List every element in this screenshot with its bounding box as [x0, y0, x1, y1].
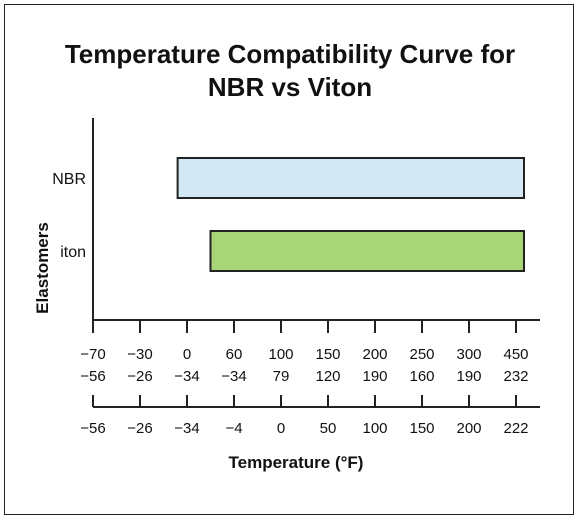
- tick-label-row1-1: −30: [127, 346, 152, 363]
- tick-label-row3-2: −34: [174, 420, 199, 437]
- tick-label-row1-7: 250: [409, 346, 434, 363]
- tick-label-row3-5: 50: [320, 420, 337, 437]
- tick-label-row3-9: 222: [503, 420, 528, 437]
- tick-label-row3-3: −4: [225, 420, 242, 437]
- tick-label-row2-8: 190: [456, 368, 481, 385]
- y-axis-title: Elastomers: [33, 222, 52, 314]
- tick-label-row2-3: −34: [221, 368, 246, 385]
- category-label-1: iton: [60, 244, 86, 261]
- x-axis-title: Temperature (°F): [229, 453, 364, 472]
- tick-label-row3-7: 150: [409, 420, 434, 437]
- tick-label-row1-2: 0: [183, 346, 191, 363]
- tick-label-row3-6: 100: [362, 420, 387, 437]
- tick-label-row3-0: −56: [80, 420, 105, 437]
- tick-label-row2-2: −34: [174, 368, 199, 385]
- category-labels: NBR iton: [52, 171, 86, 261]
- tick-label-row2-4: 79: [273, 368, 290, 385]
- chart-title-line-2: NBR vs Viton: [207, 72, 373, 102]
- tick-label-row3-4: 0: [277, 420, 285, 437]
- tick-label-row2-9: 232: [503, 368, 528, 385]
- chart-title: Temperature Compatibility Curve for NBR …: [0, 38, 580, 104]
- tick-label-row2-1: −26: [127, 368, 152, 385]
- bar-iton: [209, 230, 525, 272]
- tick-label-row3-8: 200: [456, 420, 481, 437]
- tick-label-row1-0: −70: [80, 346, 105, 363]
- bar-nbr: [176, 157, 525, 199]
- tick-label-row3-1: −26: [127, 420, 152, 437]
- category-label-0: NBR: [52, 171, 86, 188]
- tick-label-row1-6: 200: [362, 346, 387, 363]
- tick-label-row1-8: 300: [456, 346, 481, 363]
- tick-label-row1-4: 100: [268, 346, 293, 363]
- tick-label-row2-5: 120: [315, 368, 340, 385]
- tick-label-row1-3: 60: [226, 346, 243, 363]
- tick-label-row1-9: 450: [503, 346, 528, 363]
- tick-label-row2-0: −56: [80, 368, 105, 385]
- chart-title-line-1: Temperature Compatibility Curve for: [64, 39, 516, 69]
- tick-label-row1-5: 150: [315, 346, 340, 363]
- tick-label-row2-7: 160: [409, 368, 434, 385]
- x-ticks: −70 −30 0 60 100 150 200 250 300 450 −56 −26 −34 −34 7…: [80, 320, 529, 437]
- chart-frame: [4, 4, 574, 515]
- tick-label-row2-6: 190: [362, 368, 387, 385]
- bar-group: [176, 157, 525, 272]
